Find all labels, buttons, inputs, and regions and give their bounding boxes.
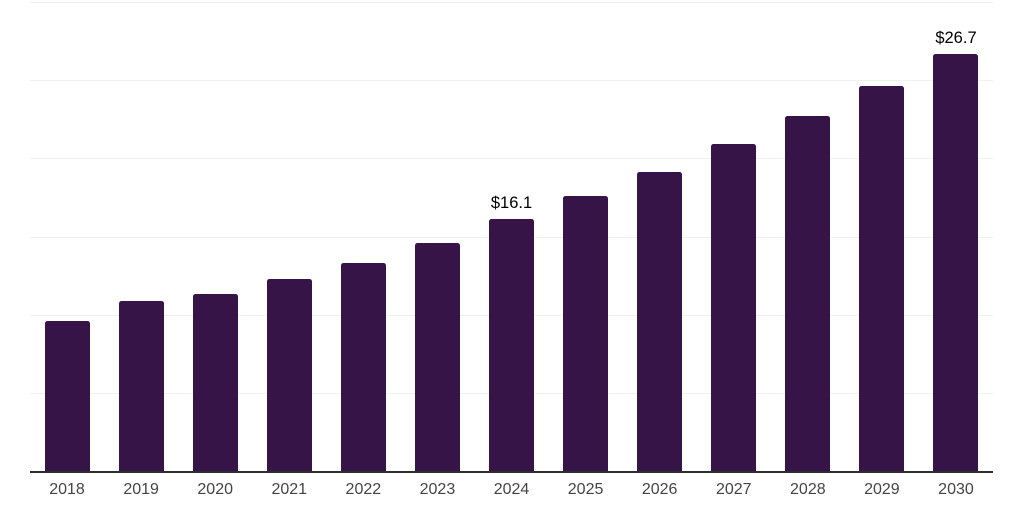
plot-area: $16.1 $26.7 [30,2,993,473]
x-axis-line [30,471,993,473]
bar-2030 [933,53,979,471]
bar-band-2029 [845,2,919,471]
x-tick-2028: 2028 [790,481,826,498]
x-tick-2018: 2018 [49,481,85,498]
bar-band-2026 [623,2,697,471]
bar-band-2022 [326,2,400,471]
x-tick-2029: 2029 [864,481,900,498]
x-tick-2025: 2025 [567,481,604,498]
x-tick-2027: 2027 [715,481,752,498]
gridline-25 [30,80,993,82]
bar-2028 [785,116,831,471]
x-tick-2024: 2024 [493,481,530,498]
bar-band-2030: $26.7 [919,2,993,471]
bar-2023 [414,242,460,471]
x-tick-2030: 2030 [938,481,974,498]
bar-band-2027 [697,2,771,471]
bar-2019 [118,300,164,471]
bar-2024 [489,219,534,471]
bar-value-label-2030: $26.7 [935,28,977,47]
bar-2026 [637,172,683,471]
gridline-30 [30,2,993,3]
bar-band-2025 [549,2,623,471]
bar-2029 [859,86,905,471]
bar-2018 [44,320,90,471]
x-axis-labels: 2018 2019 2020 2021 2022 2023 2024 2025 2026 2027… [30,481,993,499]
x-tick-2023: 2023 [419,481,456,498]
x-tick-2026: 2026 [641,481,678,498]
bars-container: $16.1 $26.7 [30,2,993,471]
bar-2027 [711,144,757,471]
bar-band-2019 [104,2,178,471]
bar-band-2024: $16.1 [474,2,548,471]
bar-2022 [340,263,386,471]
gridline-20 [30,158,993,160]
x-tick-2020: 2020 [197,481,233,498]
bar-band-2018 [30,2,104,471]
bar-2020 [192,294,238,471]
x-tick-2019: 2019 [123,481,159,498]
bar-value-label-2024: $16.1 [490,194,533,213]
bar-band-2028 [771,2,845,471]
bar-2025 [563,195,609,471]
bar-2021 [266,278,312,471]
x-tick-2021: 2021 [271,481,308,498]
x-tick-2022: 2022 [345,481,382,498]
bar-band-2021 [252,2,326,471]
bar-band-2023 [400,2,474,471]
bar-band-2020 [178,2,252,471]
